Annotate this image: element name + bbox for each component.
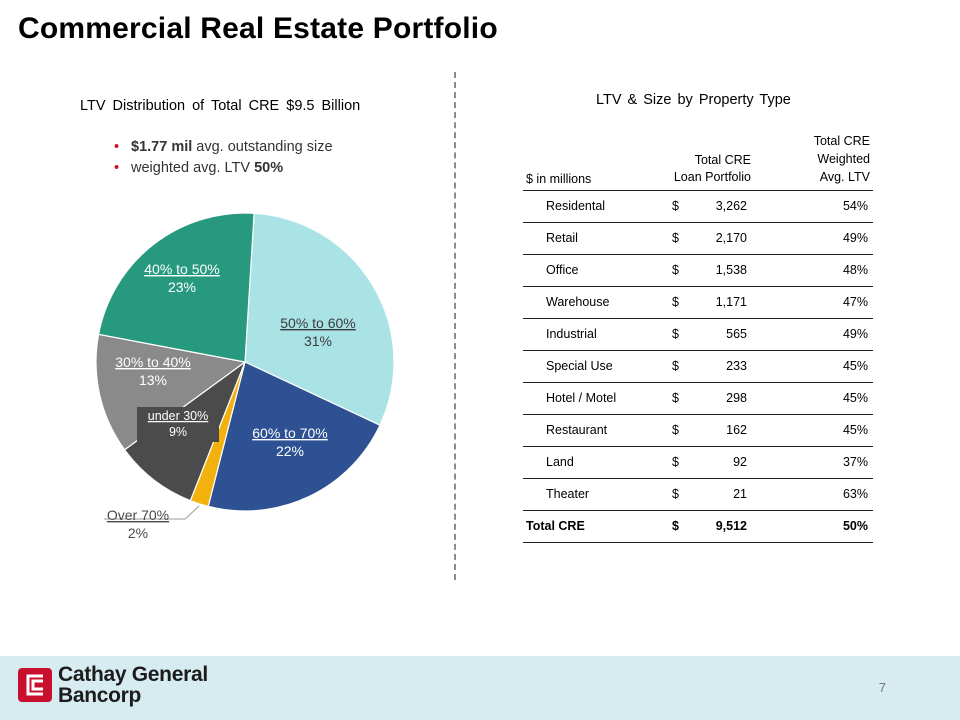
row-ltv: 37% [842, 455, 868, 469]
slice-value: 9% [169, 425, 187, 439]
row-ltv: 48% [842, 263, 868, 277]
slice-label: under 30% [148, 409, 208, 423]
row-name: Industrial [546, 327, 597, 341]
row-currency: $ [672, 199, 679, 213]
pie-slice-4 [95, 333, 247, 451]
pie-label-0: 50% to 60% 31% [280, 315, 356, 349]
page-title: Commercial Real Estate Portfolio [18, 12, 498, 45]
pie-label-4: 30% to 40% 13% [115, 354, 191, 388]
row-amount: 92 [733, 455, 747, 469]
row-amount: 3,262 [715, 199, 747, 213]
row-currency: $ [672, 327, 679, 341]
row-ltv: 49% [842, 327, 868, 341]
footer-band [0, 656, 960, 720]
slice-label: 40% to 50% [144, 261, 220, 277]
pie-slice-5 [97, 212, 255, 363]
slice-label: Over 70% [107, 507, 169, 523]
leader-line [104, 505, 200, 520]
slice-label: 30% to 40% [115, 354, 191, 370]
row-currency: $ [672, 391, 679, 405]
ltv-pie-chart: 50% to 60% 31% 60% to 70% 22% Over 70% 2% unde… [95, 212, 395, 541]
pie-slice-1 [207, 361, 381, 512]
row-amount: 2,170 [715, 231, 747, 245]
row-name: Land [546, 455, 574, 469]
pie-label-1: 60% to 70% 22% [252, 425, 328, 459]
table-header: $ in millions Total CRE Loan Portfolio T… [523, 134, 873, 190]
row-currency: $ [672, 519, 679, 533]
row-name: Total CRE [526, 519, 585, 533]
slice-value: 23% [168, 279, 196, 295]
row-ltv: 45% [842, 423, 868, 437]
table-row: Land $92 37% [523, 447, 873, 479]
row-currency: $ [672, 231, 679, 245]
row-ltv: 47% [842, 295, 868, 309]
row-name: Hotel / Motel [546, 391, 617, 405]
slice-value: 13% [139, 372, 167, 388]
row-name: Theater [546, 487, 590, 501]
slice-label: 60% to 70% [252, 425, 328, 441]
row-currency: $ [672, 487, 679, 501]
table-heading: LTV & Size by Property Type [596, 92, 791, 108]
row-currency: $ [672, 263, 679, 277]
bullet-weighted-ltv: weighted avg. LTV 50% [114, 158, 333, 179]
page-number: 7 [878, 680, 886, 695]
table-row: Residental $3,262 54% [523, 191, 873, 223]
row-ltv: 54% [842, 199, 868, 213]
row-name: Office [546, 263, 579, 277]
slice-value: 22% [276, 443, 304, 459]
row-name: Retail [546, 231, 578, 245]
row-currency: $ [672, 455, 679, 469]
row-ltv: 45% [842, 359, 868, 373]
col-header-ltv: Total CRE Weighted Avg. LTV [813, 134, 870, 184]
pie-label-2: Over 70% 2% [104, 505, 200, 541]
pie-label-5: 40% to 50% 23% [144, 261, 220, 295]
slice-label: 50% to 60% [280, 315, 356, 331]
section-divider [454, 72, 456, 580]
table-row: Retail $2,170 49% [523, 223, 873, 255]
row-amount: 233 [726, 359, 747, 373]
row-currency: $ [672, 359, 679, 373]
label-box [137, 407, 219, 442]
row-amount: 298 [726, 391, 747, 405]
table-row: Hotel / Motel $298 45% [523, 383, 873, 415]
row-name: Warehouse [546, 295, 610, 309]
row-name: Restaurant [546, 423, 608, 437]
col-header-portfolio: Total CRE Loan Portfolio [673, 153, 751, 184]
row-amount: 9,512 [715, 519, 747, 533]
header-rule [523, 190, 873, 191]
row-ltv: 63% [842, 487, 868, 501]
table-row: Special Use $233 45% [523, 351, 873, 383]
row-amount: 1,171 [715, 295, 747, 309]
table-row: Restaurant $162 45% [523, 415, 873, 447]
table-total-row: Total CRE $9,512 50% [523, 511, 873, 543]
company-name: Cathay General Bancorp [58, 663, 208, 707]
units-label: $ in millions [526, 172, 592, 186]
table-row: Office $1,538 48% [523, 255, 873, 287]
row-ltv: 50% [842, 519, 868, 533]
row-name: Special Use [546, 359, 613, 373]
row-amount: 162 [726, 423, 747, 437]
table-row: Industrial $565 49% [523, 319, 873, 351]
pie-label-3: under 30% 9% [137, 407, 219, 442]
row-amount: 1,538 [715, 263, 747, 277]
row-name: Residental [546, 199, 606, 213]
summary-bullets: $1.77 mil avg. outstanding size weighted… [114, 137, 333, 179]
row-amount: 21 [733, 487, 747, 501]
table-row: Theater $21 63% [523, 479, 873, 511]
bullet-avg-size: $1.77 mil avg. outstanding size [114, 137, 333, 158]
slice-value: 2% [128, 525, 148, 541]
row-ltv: 49% [842, 231, 868, 245]
row-amount: 565 [726, 327, 747, 341]
cathay-logo-icon [18, 668, 52, 702]
slice-value: 31% [304, 333, 332, 349]
table-row: Warehouse $1,171 47% [523, 287, 873, 319]
chart-heading: LTV Distribution of Total CRE $9.5 Billi… [80, 98, 361, 114]
row-currency: $ [672, 423, 679, 437]
row-ltv: 45% [842, 391, 868, 405]
row-currency: $ [672, 295, 679, 309]
pie-slice-0 [244, 212, 395, 427]
